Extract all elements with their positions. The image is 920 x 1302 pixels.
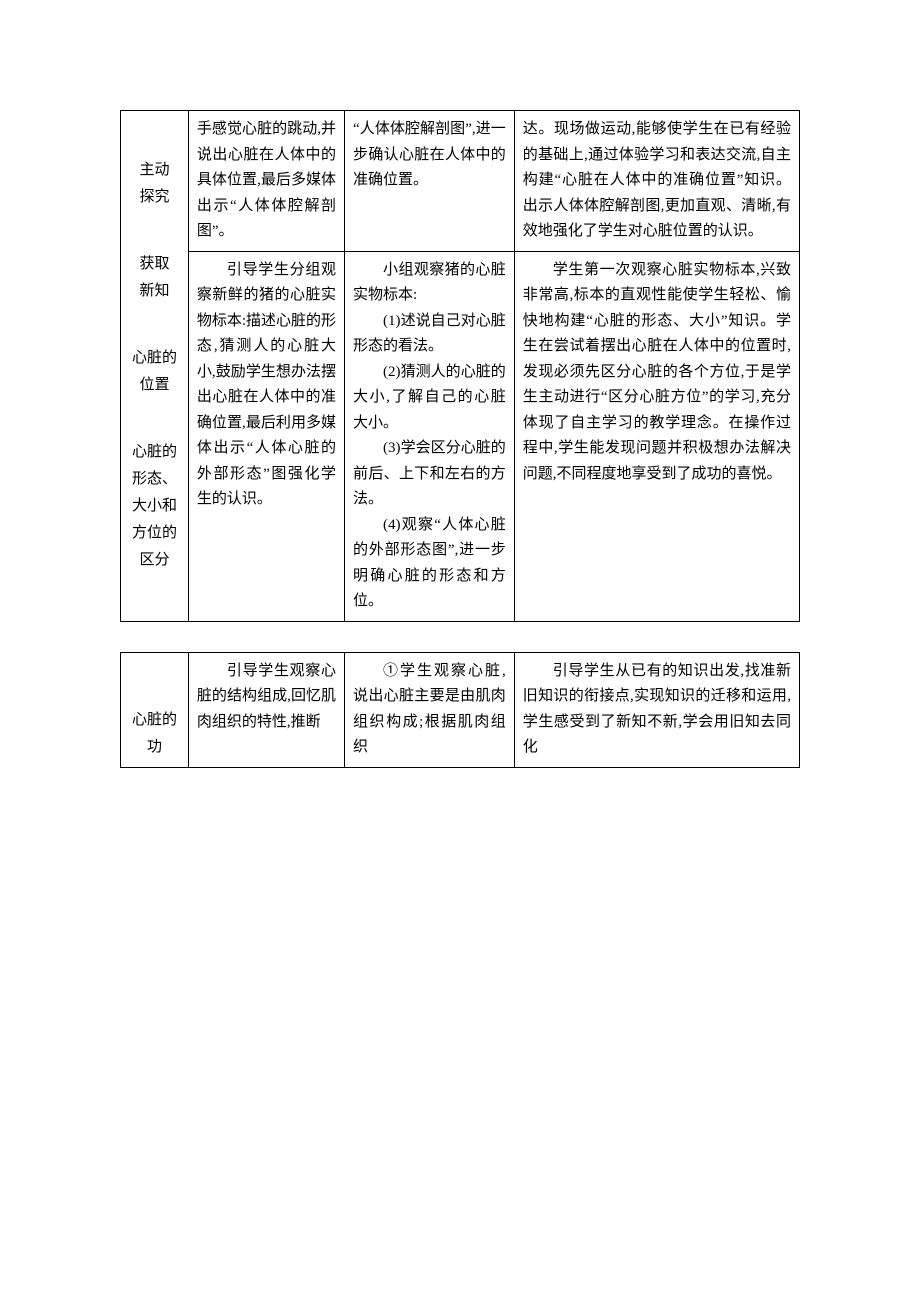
page-container: 主动 探究 获取 新知 心脏的位置 心脏的形态、大小和方位的区分 [0, 0, 920, 1302]
lesson-table-1: 主动 探究 获取 新知 心脏的位置 心脏的形态、大小和方位的区分 [120, 110, 800, 622]
teacher-activity-cell: 引导学生分组观察新鲜的猪的心脏实物标本:描述心脏的形态,猜测人的心脏大小,鼓励学… [188, 251, 344, 621]
cell-text: (3)学会区分心脏的前后、上下和左右的方法。 [353, 436, 506, 513]
design-intent-cell: 引导学生从已有的知识出发,找准新旧知识的衔接点,实现知识的迁移和运用,学生感受到… [514, 652, 799, 767]
cell-text: 引导学生观察心脏的结构组成,回忆肌肉组织的特性,推断 [197, 659, 336, 736]
cell-text: “人体体腔解剖图”,进一步确认心脏在人体中的准确位置。 [353, 117, 506, 194]
stage-label-cell: 主动 探究 获取 新知 心脏的位置 心脏的形态、大小和方位的区分 [121, 111, 189, 622]
cell-text: 引导学生分组观察新鲜的猪的心脏实物标本:描述心脏的形态,猜测人的心脏大小,鼓励学… [197, 258, 336, 513]
cell-text: (4)观察“人体心脏的外部形态图”,进一步明确心脏的形态和方位。 [353, 513, 506, 615]
stage-label-text: 新知 [139, 278, 169, 305]
stage-label-block-3: 心脏的位置 [129, 345, 180, 399]
stage-label-text: 获取 [139, 251, 169, 278]
stage-label-text: 心脏的位置 [132, 350, 177, 393]
stage-label-block-1: 主动 探究 [139, 157, 169, 211]
stage-label-block-4: 心脏的形态、大小和方位的区分 [129, 439, 180, 574]
stage-label-text: 心脏的形态、大小和方位的区分 [132, 444, 177, 568]
table-row: 主动 探究 获取 新知 心脏的位置 心脏的形态、大小和方位的区分 [121, 111, 800, 252]
teacher-activity-cell: 引导学生观察心脏的结构组成,回忆肌肉组织的特性,推断 [188, 652, 344, 767]
stage-label-text: 主动 [139, 157, 169, 184]
cell-text: (1)述说自己对心脏形态的看法。 [353, 309, 506, 360]
table-row: 引导学生分组观察新鲜的猪的心脏实物标本:描述心脏的形态,猜测人的心脏大小,鼓励学… [121, 251, 800, 621]
stage-label-block-2: 获取 新知 [139, 251, 169, 305]
stage-label-text: 探究 [139, 184, 169, 211]
stage-label-cell: 心脏的功 [121, 652, 189, 767]
cell-text: ①学生观察心脏,说出心脏主要是由肌肉组织构成;根据肌肉组织 [353, 659, 506, 761]
stage-label-block: 心脏的功 [129, 707, 180, 761]
lesson-table-2: 心脏的功 引导学生观察心脏的结构组成,回忆肌肉组织的特性,推断 ①学生观察心脏,… [120, 652, 800, 768]
student-activity-cell: “人体体腔解剖图”,进一步确认心脏在人体中的准确位置。 [345, 111, 515, 252]
cell-text: 达。现场做运动,能够使学生在已有经验的基础上,通过体验学习和表达交流,自主构建“… [523, 117, 791, 245]
cell-text: 学生第一次观察心脏实物标本,兴致非常高,标本的直观性能使学生轻松、愉快地构建“心… [523, 258, 791, 488]
cell-text: 手感觉心脏的跳动,并说出心脏在人体中的具体位置,最后多媒体出示“人体体腔解剖图”… [197, 117, 336, 245]
teacher-activity-cell: 手感觉心脏的跳动,并说出心脏在人体中的具体位置,最后多媒体出示“人体体腔解剖图”… [188, 111, 344, 252]
cell-text: 小组观察猪的心脏实物标本: [353, 258, 506, 309]
design-intent-cell: 学生第一次观察心脏实物标本,兴致非常高,标本的直观性能使学生轻松、愉快地构建“心… [514, 251, 799, 621]
student-activity-cell: 小组观察猪的心脏实物标本: (1)述说自己对心脏形态的看法。 (2)猜测人的心脏… [345, 251, 515, 621]
table-gap [120, 622, 800, 652]
stage-label-text: 心脏的功 [132, 712, 177, 755]
design-intent-cell: 达。现场做运动,能够使学生在已有经验的基础上,通过体验学习和表达交流,自主构建“… [514, 111, 799, 252]
student-activity-cell: ①学生观察心脏,说出心脏主要是由肌肉组织构成;根据肌肉组织 [345, 652, 515, 767]
stage-label-stack: 主动 探究 获取 新知 心脏的位置 心脏的形态、大小和方位的区分 [129, 157, 180, 574]
cell-text: (2)猜测人的心脏的大小,了解自己的心脏大小。 [353, 360, 506, 437]
table-row: 心脏的功 引导学生观察心脏的结构组成,回忆肌肉组织的特性,推断 ①学生观察心脏,… [121, 652, 800, 767]
cell-text: 引导学生从已有的知识出发,找准新旧知识的衔接点,实现知识的迁移和运用,学生感受到… [523, 659, 791, 761]
